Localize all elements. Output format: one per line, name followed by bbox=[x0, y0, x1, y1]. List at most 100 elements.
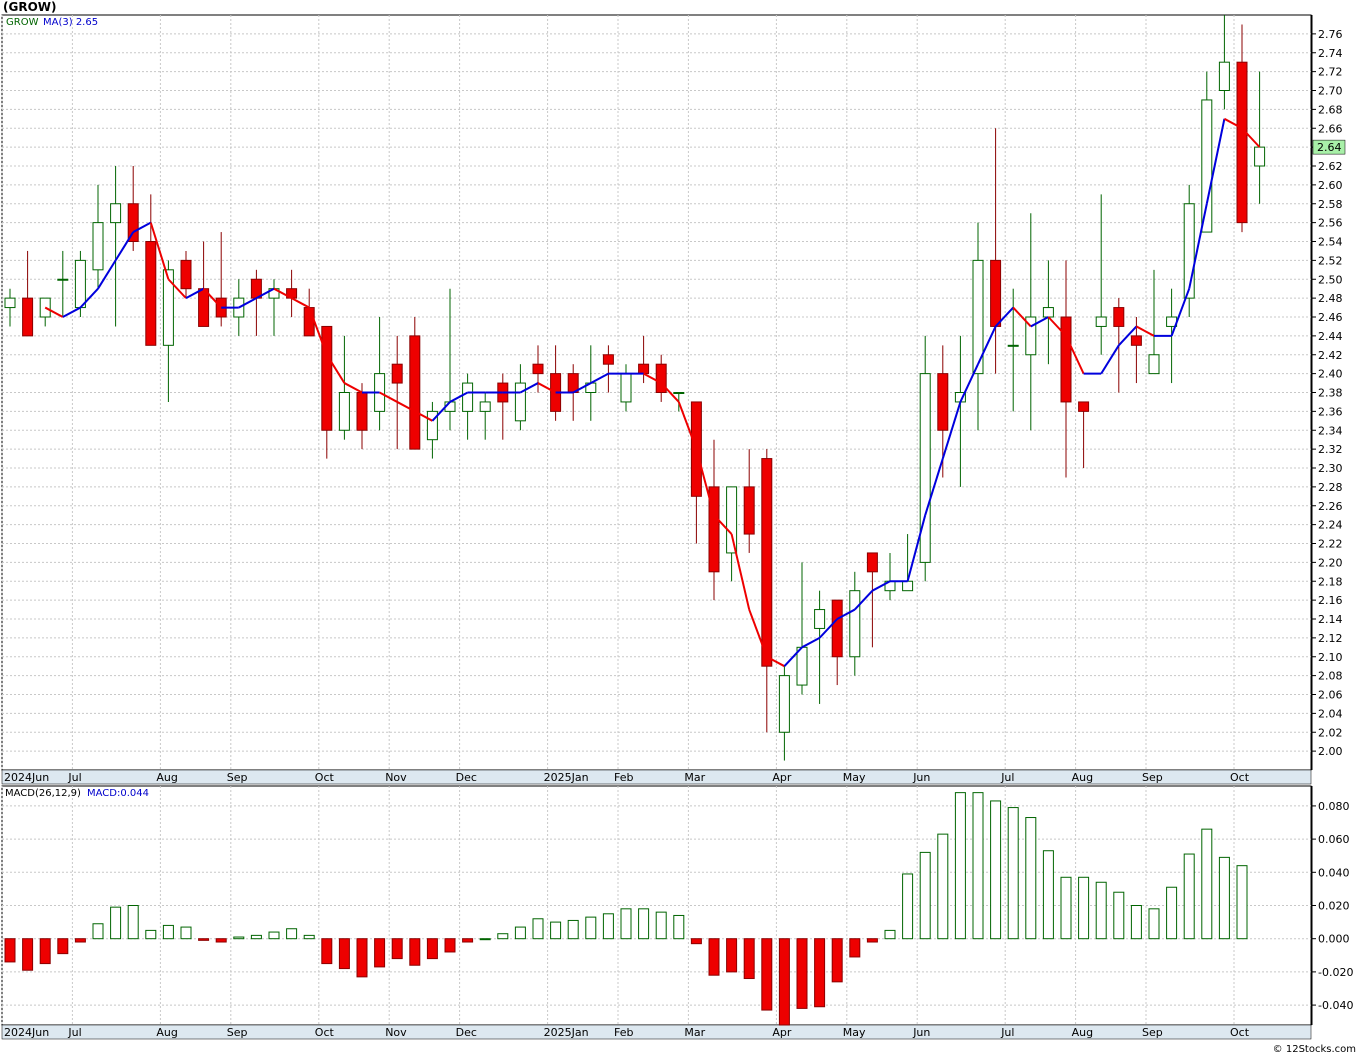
price-y-tick-label: 2.58 bbox=[1318, 198, 1343, 211]
candle-body bbox=[673, 392, 685, 394]
ma-line-segment bbox=[1188, 203, 1208, 289]
candle-body bbox=[1078, 401, 1090, 412]
candle-body bbox=[1183, 203, 1195, 299]
candle-body bbox=[462, 382, 474, 412]
candle-body bbox=[321, 325, 333, 431]
candle-body bbox=[532, 363, 544, 375]
macd-bar bbox=[866, 938, 878, 943]
macd-bar bbox=[990, 800, 1002, 940]
candle-body bbox=[708, 486, 720, 573]
macd-bar bbox=[602, 913, 614, 940]
macd-y-tick-label: 0.080 bbox=[1318, 800, 1350, 813]
candle-body bbox=[303, 307, 315, 337]
macd-bar bbox=[145, 929, 157, 940]
ma-line-segment bbox=[1100, 344, 1120, 375]
ma-line-segment bbox=[1065, 335, 1085, 375]
candle-body bbox=[92, 222, 104, 271]
price-y-tick-label: 2.32 bbox=[1318, 443, 1343, 456]
price-y-tick-label: 2.60 bbox=[1318, 179, 1343, 192]
candle-body bbox=[655, 363, 667, 393]
macd-panel: -0.040 -0.020 0.000 0.020 0.040 0.060 0.080 202… bbox=[1, 785, 1353, 1040]
ma-line-segment bbox=[185, 287, 205, 300]
macd-bar bbox=[1166, 886, 1178, 940]
ma-line-segment bbox=[572, 382, 592, 394]
ma-line-segment bbox=[114, 231, 135, 261]
last-price-marker bbox=[1312, 139, 1346, 155]
candle-body bbox=[110, 203, 122, 224]
ma-line-segment bbox=[308, 307, 328, 356]
candle-body bbox=[4, 297, 16, 309]
candle-body bbox=[479, 401, 491, 412]
price-y-tick-label: 2.16 bbox=[1318, 594, 1343, 607]
candle-body bbox=[902, 580, 914, 592]
ma-line-segment bbox=[871, 580, 891, 592]
macd-bar bbox=[409, 938, 421, 966]
price-y-tick-label: 2.46 bbox=[1318, 311, 1343, 324]
ma-line-segment bbox=[677, 401, 698, 450]
macd-x-tick-label: Jun bbox=[912, 1026, 930, 1039]
macd-bar bbox=[954, 792, 966, 940]
candle-body bbox=[761, 458, 773, 667]
ma-line-segment bbox=[238, 297, 257, 309]
price-y-tick-label: 2.76 bbox=[1318, 28, 1343, 41]
candle-body bbox=[1113, 307, 1125, 327]
last-price-label: 2.64 bbox=[1317, 141, 1342, 154]
ma-line-segment bbox=[713, 514, 733, 535]
price-y-tick-label: 2.66 bbox=[1318, 122, 1343, 135]
price-x-tick-label: Jun bbox=[912, 771, 930, 784]
candle-body bbox=[1201, 99, 1213, 233]
macd-bar bbox=[374, 938, 386, 968]
price-y-tick-label: 2.14 bbox=[1318, 613, 1343, 626]
candle-body bbox=[1042, 307, 1054, 318]
candle-body bbox=[1007, 344, 1019, 347]
macd-bar bbox=[1025, 817, 1037, 940]
macd-x-tick-label: Aug bbox=[156, 1026, 177, 1039]
price-y-tick-label: 2.26 bbox=[1318, 500, 1343, 513]
ma-line-segment bbox=[431, 401, 451, 422]
macd-x-tick-label: Sep bbox=[1142, 1026, 1163, 1039]
candle-body bbox=[145, 241, 157, 346]
macd-x-tick-label: Nov bbox=[385, 1026, 407, 1039]
macd-bar bbox=[620, 908, 632, 940]
macd-bar bbox=[532, 918, 544, 940]
chart-title: (GROW) bbox=[3, 0, 57, 14]
macd-bar bbox=[778, 938, 790, 1026]
price-y-tick-label: 2.48 bbox=[1318, 292, 1343, 305]
candle-body bbox=[198, 288, 210, 327]
price-y-tick-label: 2.38 bbox=[1318, 387, 1343, 400]
macd-bar bbox=[585, 916, 597, 940]
candle-body bbox=[937, 373, 949, 431]
candle-body bbox=[919, 373, 931, 563]
ma-line-segment bbox=[854, 590, 874, 611]
macd-y-tick-label: 0.020 bbox=[1318, 900, 1350, 913]
price-y-tick-label: 2.04 bbox=[1318, 707, 1343, 720]
ma-line-segment bbox=[590, 372, 609, 384]
candle-body bbox=[409, 335, 421, 450]
price-x-tick-label: Dec bbox=[456, 771, 477, 784]
macd-bar bbox=[673, 914, 685, 940]
candle-body bbox=[849, 590, 861, 658]
ma-line-segment bbox=[273, 287, 293, 300]
price-x-tick-label: Apr bbox=[772, 771, 792, 784]
macd-bar bbox=[92, 923, 104, 940]
price-x-tick-label: Aug bbox=[156, 771, 177, 784]
ma-line-segment bbox=[396, 401, 416, 413]
macd-bar bbox=[4, 938, 16, 963]
macd-bar bbox=[391, 938, 403, 960]
ma-line-segment bbox=[132, 221, 152, 233]
macd-bar bbox=[638, 908, 650, 940]
candle-body bbox=[1254, 146, 1266, 167]
macd-bar bbox=[919, 851, 931, 940]
candle-body bbox=[338, 392, 350, 431]
macd-bar bbox=[655, 911, 667, 940]
ma-line-segment bbox=[79, 288, 99, 309]
macd-bar bbox=[22, 938, 34, 971]
price-y-tick-label: 2.28 bbox=[1318, 481, 1343, 494]
candle-body bbox=[972, 259, 984, 375]
ma-line-segment bbox=[44, 306, 64, 318]
candle-body bbox=[831, 599, 843, 658]
macd-x-tick-label: 2025Jan bbox=[544, 1026, 589, 1039]
site-credit: © 12Stocks.com bbox=[1272, 1044, 1356, 1055]
macd-y-tick-label: 0.000 bbox=[1318, 933, 1350, 946]
candle-body bbox=[1148, 354, 1160, 375]
